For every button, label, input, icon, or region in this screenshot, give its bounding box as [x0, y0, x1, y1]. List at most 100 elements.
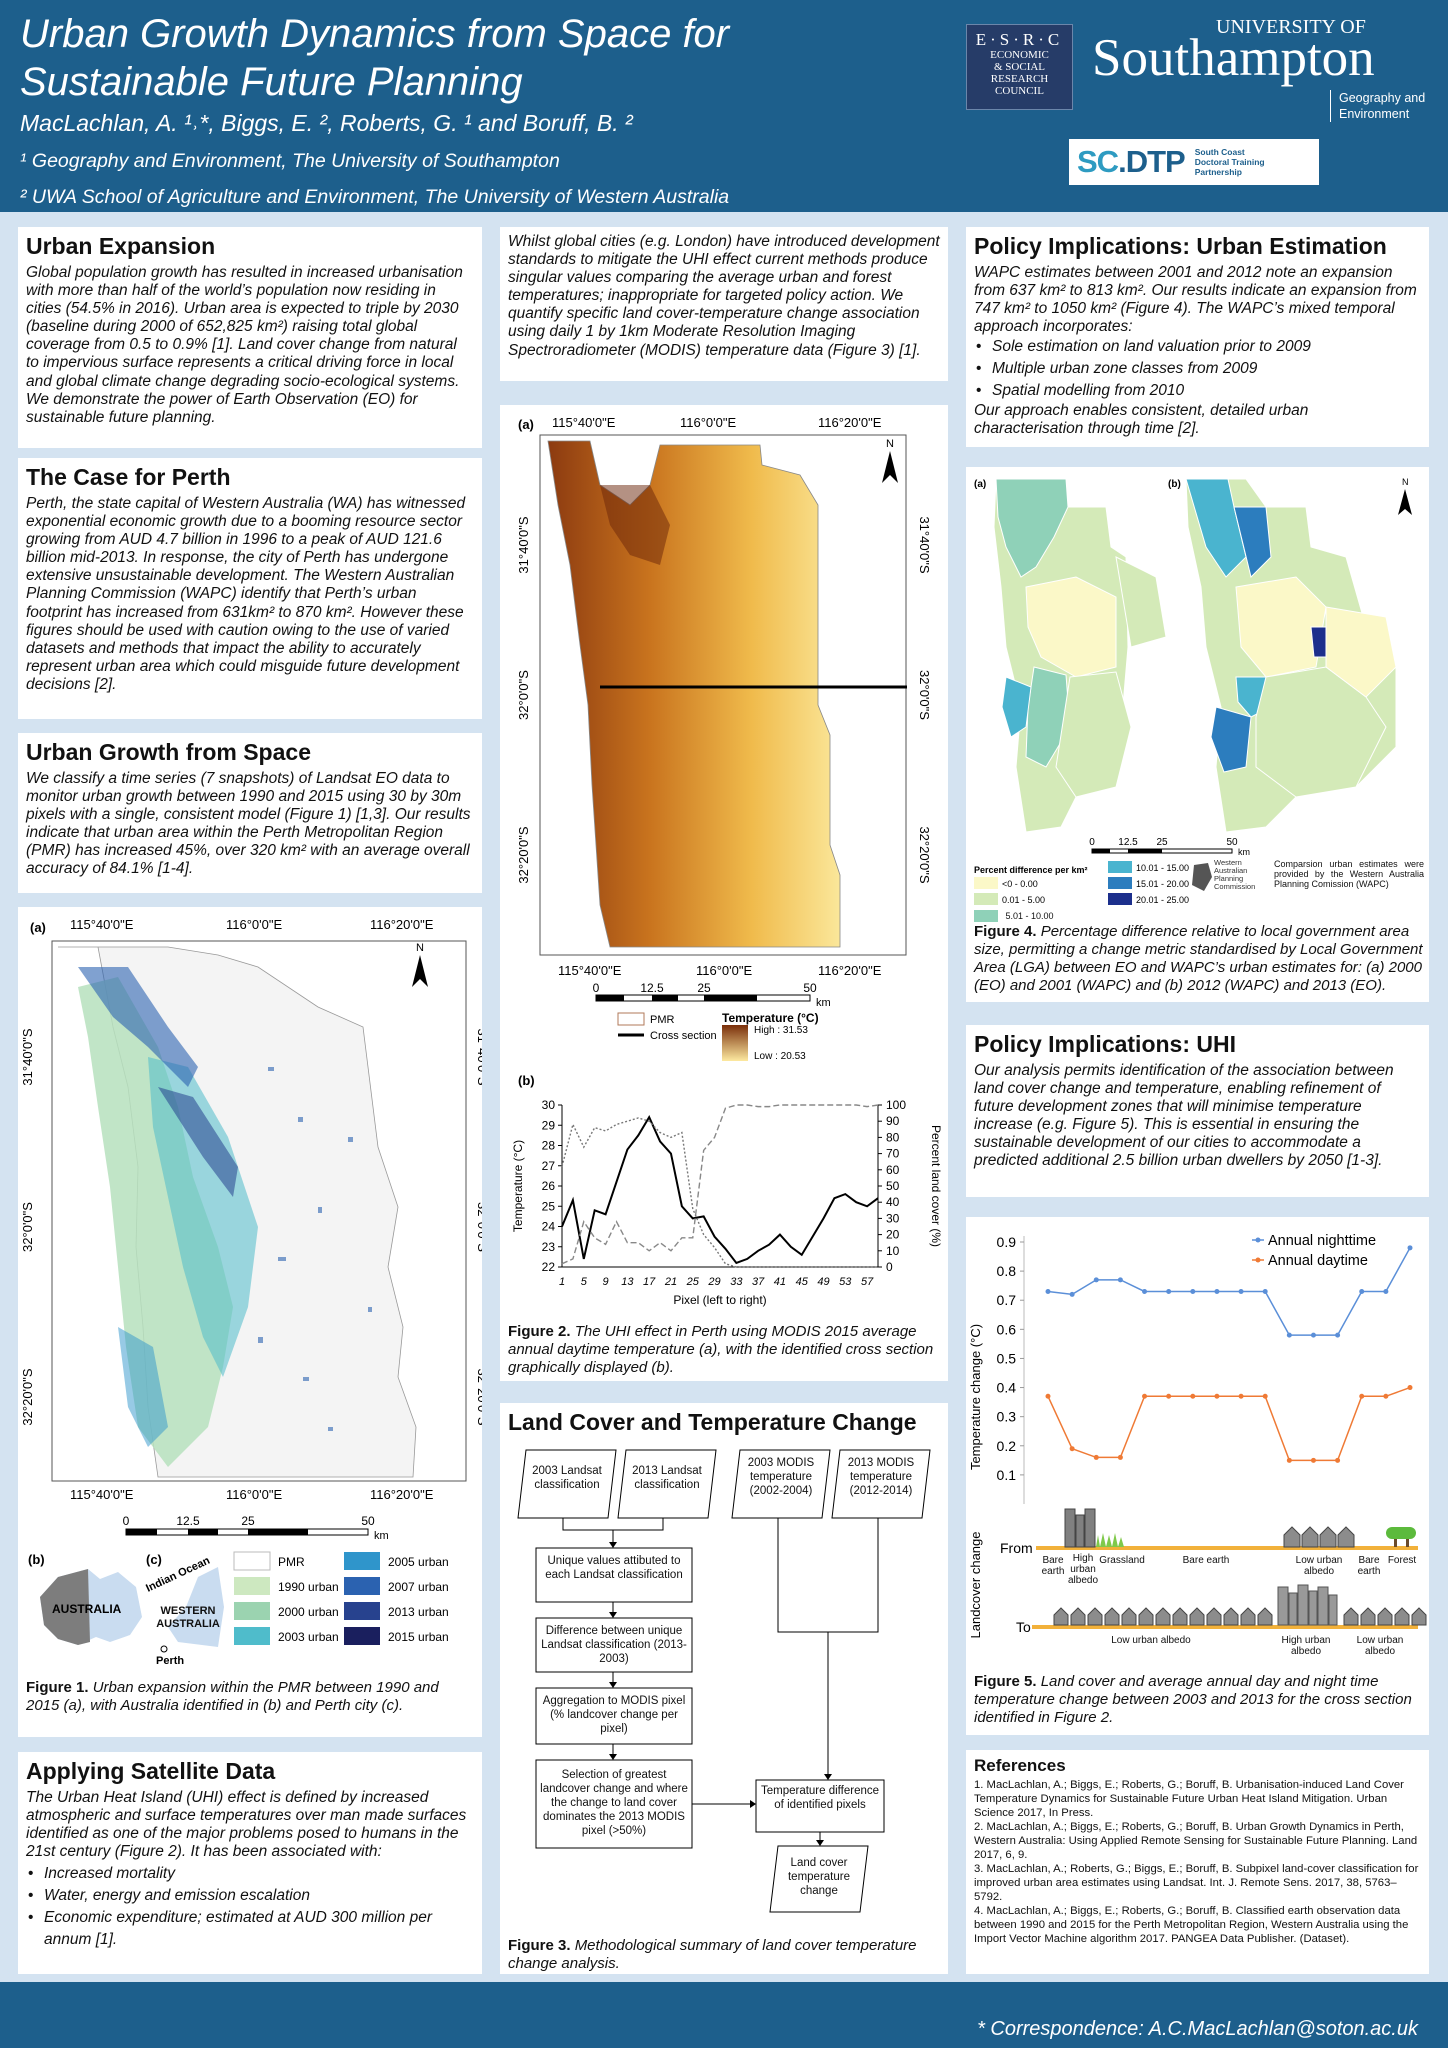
legend-label: 15.01 - 20.00: [1136, 879, 1189, 889]
data-point: [1383, 1393, 1389, 1399]
house-icon: [1343, 1607, 1359, 1626]
y2-tick-label: 70: [886, 1147, 900, 1161]
x-tick-label: 1: [559, 1276, 565, 1288]
figure-5-caption: Figure 5. Land cover and average annual …: [974, 1673, 1412, 1726]
from-icons: [1064, 1508, 1416, 1548]
y-tick-label: 29: [542, 1118, 556, 1132]
flow-box-temp-difference: [755, 1779, 885, 1833]
y-tick-label: 22: [542, 1260, 556, 1274]
house-icon: [1087, 1607, 1103, 1626]
y-axis-label: Landcover change: [968, 1532, 983, 1639]
panel-label: (b): [1168, 479, 1181, 490]
data-point: [1166, 1288, 1172, 1294]
fig2-legend: PMR Cross section Temperature (°C) High …: [617, 1011, 819, 1062]
data-point: [1214, 1288, 1220, 1294]
house-icon: [1257, 1607, 1273, 1626]
data-point: [1045, 1393, 1051, 1399]
svg-text:25: 25: [697, 981, 711, 995]
data-point: [1262, 1393, 1268, 1399]
house-icon: [1360, 1607, 1376, 1626]
svg-text:km: km: [816, 997, 831, 1009]
data-point: [1093, 1277, 1099, 1283]
section-text: Whilst global cities (e.g. London) have …: [508, 233, 940, 359]
svg-text:12.5: 12.5: [176, 1514, 200, 1528]
y2-tick-label: 90: [886, 1114, 900, 1128]
figure-2-map: (a) 115°40'0"E 116°0'0"E 116°20'0"E N 31…: [511, 415, 943, 1331]
x-tick-label: 37: [752, 1276, 765, 1288]
lon-label: 116°20'0"E: [818, 415, 882, 430]
y-tick-label: 25: [542, 1199, 556, 1213]
panel-label: (c): [146, 1552, 162, 1567]
lon-label: 115°40'0"E: [552, 415, 616, 430]
y-tick-label: 30: [542, 1098, 556, 1112]
references-heading: References: [974, 1756, 1066, 1775]
flow-box-landsat-2003: [517, 1449, 617, 1519]
legend-title: Percent difference per km²: [974, 865, 1088, 875]
section-heading: Policy Implications: Urban Estimation: [974, 233, 1387, 259]
y2-tick-label: 60: [886, 1163, 900, 1177]
flow-box-output: [769, 1845, 869, 1913]
legend-swatch: [1108, 861, 1132, 873]
legend-swatch: [1108, 877, 1132, 889]
figure-5-chart: Temperature change (°C) Landcover change…: [968, 1233, 1427, 1657]
perth-marker: [160, 1645, 168, 1653]
figure-4-maps: (a) (b) N 0 12.5 2: [974, 477, 1424, 905]
bullet-item: Water, energy and emission escalation: [26, 1885, 474, 1907]
fig1-legend: PMR 1990 urban 2000 urban 2003 urban 200…: [233, 1551, 449, 1645]
svg-text:0: 0: [123, 1514, 130, 1528]
legend-swatch: [344, 1627, 380, 1645]
flow-box-unique: [535, 1547, 693, 1603]
house-icon: [1377, 1607, 1393, 1626]
section-text: The Urban Heat Island (UHI) effect is de…: [26, 1789, 467, 1861]
flow-box-aggregation: [535, 1687, 693, 1745]
y-tick-label: 23: [542, 1240, 556, 1254]
house-icon: [1206, 1607, 1222, 1626]
svg-text:km: km: [374, 1530, 389, 1542]
section-heading: The Case for Perth: [26, 464, 231, 490]
lon-label: 115°40'0"E: [70, 1487, 134, 1502]
lat-label: 32°0'0"S: [20, 1202, 35, 1252]
svg-text:25: 25: [1156, 837, 1168, 848]
legend-label: 2005 urban: [388, 1555, 449, 1569]
legend-label: 2015 urban: [388, 1630, 449, 1644]
map-2013: [1185, 478, 1397, 833]
y-tick-label: 0.5: [997, 1350, 1017, 1366]
lat-label: 32°20'0"S: [475, 1368, 482, 1425]
legend-label: PMR: [278, 1555, 305, 1569]
house-icon: [1104, 1607, 1120, 1626]
scale-bar: 0 12.5 25 50 km: [593, 981, 831, 1009]
urban-2003-area: [148, 1057, 258, 1377]
legend-label: 10.01 - 15.00: [1136, 863, 1189, 873]
x-tick-label: 57: [861, 1276, 874, 1288]
data-point: [1117, 1454, 1123, 1460]
legend-row-extra: 5.01 - 10.00: [974, 907, 1084, 922]
x-tick-label: 53: [839, 1276, 852, 1288]
legend-swatch: [234, 1627, 270, 1645]
reference-item: 2. MacLachlan, A.; Biggs, E.; Roberts, G…: [974, 1821, 1418, 1861]
poster-footer: * Correspondence: A.C.MacLachlan@soton.a…: [0, 1982, 1448, 2048]
lon-label: 116°0'0"E: [226, 917, 282, 932]
lat-label: 32°20'0"S: [20, 1368, 35, 1425]
lat-label: 31°40'0"S: [516, 516, 531, 573]
correspondence: * Correspondence: A.C.MacLachlan@soton.a…: [977, 2018, 1418, 2040]
house-icon: [1053, 1607, 1069, 1626]
hot-spot: [600, 485, 670, 565]
house-icon: [1240, 1607, 1256, 1626]
legend-label: 0.01 - 5.00: [1002, 895, 1045, 905]
bullet-item: Sole estimation on land valuation prior …: [974, 336, 1421, 358]
section-heading: Urban Growth from Space: [26, 739, 311, 765]
x-tick-label: 5: [581, 1276, 588, 1288]
x-tick-label: 33: [730, 1276, 743, 1288]
section-heading: Policy Implications: UHI: [974, 1031, 1236, 1057]
y-tick-label: 24: [542, 1220, 556, 1234]
data-point: [1407, 1245, 1413, 1251]
y2-tick-label: 20: [886, 1228, 900, 1242]
svg-text:0: 0: [593, 981, 600, 995]
north-arrow: N: [882, 438, 898, 483]
panel-label: (b): [518, 1073, 535, 1088]
figure-2-panel: (a) 115°40'0"E 116°0'0"E 116°20'0"E N 31…: [500, 405, 948, 1381]
legend-swatch: [344, 1602, 380, 1620]
legend-swatch: [974, 877, 998, 889]
data-point: [1117, 1277, 1123, 1283]
lon-label: 116°0'0"E: [680, 415, 736, 430]
